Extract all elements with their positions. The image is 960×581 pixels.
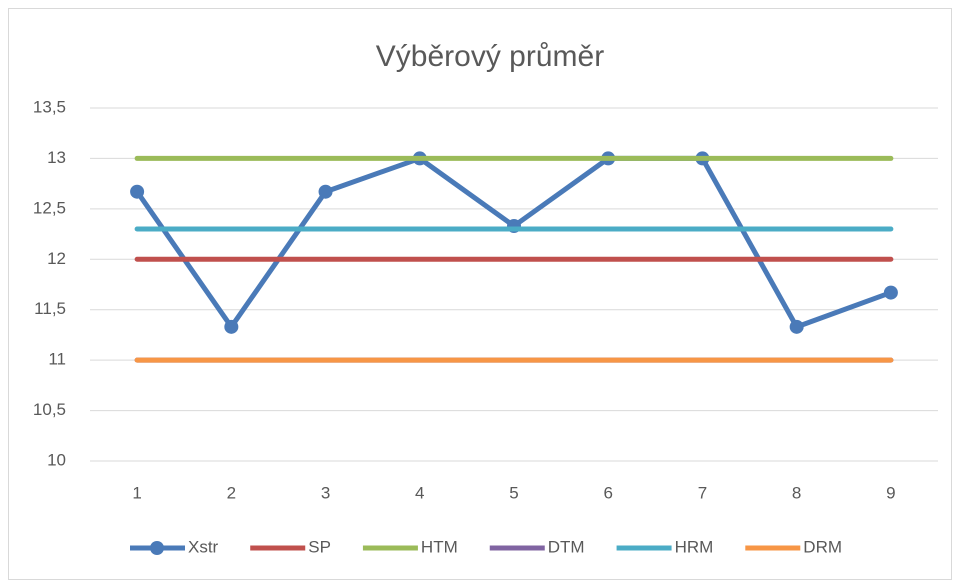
- data-point: [789, 319, 804, 334]
- data-point: [224, 319, 239, 334]
- y-tick-label: 10,5: [33, 400, 66, 419]
- y-tick-label: 10: [47, 450, 66, 469]
- legend-label: SP: [308, 537, 331, 556]
- data-point: [883, 285, 898, 300]
- legend-label: DRM: [803, 537, 842, 556]
- x-tick-label: 5: [509, 483, 518, 502]
- y-tick-label: 12: [47, 249, 66, 268]
- chart-title: Výběrový průměr: [376, 40, 604, 73]
- x-tick-label: 9: [886, 483, 895, 502]
- x-tick-label: 2: [227, 483, 236, 502]
- y-tick-label: 11: [48, 350, 66, 369]
- y-tick-label: 13: [47, 148, 66, 167]
- legend-label: HTM: [421, 537, 458, 556]
- legend-marker: [150, 541, 164, 555]
- x-tick-label: 4: [415, 483, 424, 502]
- legend-label: HRM: [675, 537, 714, 556]
- x-tick-label: 1: [132, 483, 141, 502]
- legend-label: DTM: [548, 537, 585, 556]
- x-tick-label: 3: [321, 483, 330, 502]
- x-tick-label: 6: [603, 483, 612, 502]
- data-point: [130, 184, 145, 199]
- y-tick-label: 11,5: [34, 299, 66, 318]
- y-tick-label: 12,5: [33, 198, 66, 217]
- data-point: [318, 184, 333, 199]
- x-tick-label: 8: [792, 483, 801, 502]
- legend-label: Xstr: [188, 537, 219, 556]
- x-tick-label: 7: [698, 483, 707, 502]
- y-tick-label: 13,5: [33, 97, 66, 116]
- chart-border: [8, 8, 952, 580]
